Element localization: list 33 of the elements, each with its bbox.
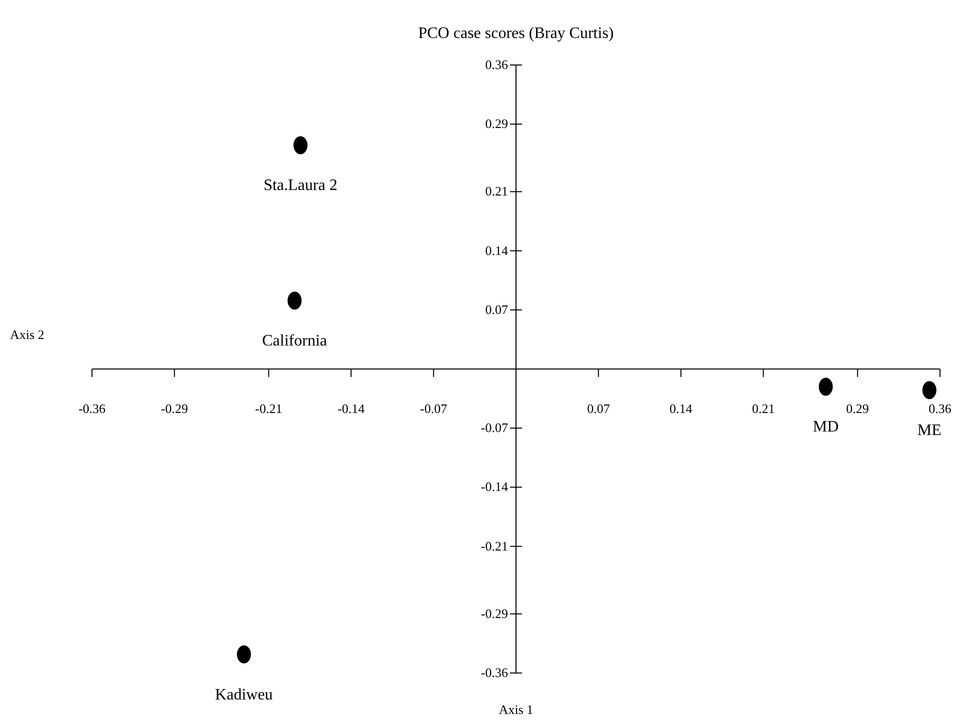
x-axis-title: Axis 1 — [498, 702, 534, 717]
y-tick-label: -0.29 — [480, 606, 508, 621]
x-tick-label: -0.14 — [338, 401, 366, 416]
annotation: California — [262, 332, 328, 350]
x-tick-label: 0.21 — [752, 401, 775, 416]
y-tick-label: -0.07 — [480, 420, 508, 436]
y-tick-label: 0.21 — [485, 184, 508, 199]
x-tick-label: -0.36 — [78, 401, 106, 416]
chart-title: PCO case scores (Bray Curtis) — [418, 25, 614, 42]
point — [288, 292, 302, 310]
x-tick-label: 0.14 — [670, 401, 693, 416]
y-tick-label: 0.36 — [485, 57, 508, 72]
x-tick-label: -0.21 — [255, 401, 282, 416]
y-tick-label: 0.29 — [485, 116, 508, 132]
y-tick-label: 0.14 — [485, 242, 508, 258]
point — [818, 378, 833, 396]
point — [293, 136, 308, 154]
x-tick-label: -0.29 — [160, 401, 188, 416]
annotation: Sta.Laura 2 — [264, 177, 338, 194]
point — [922, 381, 936, 400]
annotation: ME — [917, 422, 942, 440]
x-tick-label: 0.29 — [846, 401, 869, 416]
y-axis-title: Axis 2 — [10, 327, 44, 342]
y-tick-label: -0.14 — [480, 479, 508, 494]
annotation: Kadiweu — [215, 686, 273, 704]
y-tick-label: -0.36 — [480, 665, 508, 680]
annotation: MD — [812, 418, 839, 436]
y-tick-label: 0.07 — [485, 302, 508, 317]
point — [236, 645, 251, 664]
x-tick-label: 0.36 — [928, 401, 952, 416]
x-tick-label: -0.07 — [420, 401, 448, 416]
x-tick-label: 0.07 — [587, 401, 610, 416]
y-tick-label: -0.21 — [480, 538, 508, 554]
